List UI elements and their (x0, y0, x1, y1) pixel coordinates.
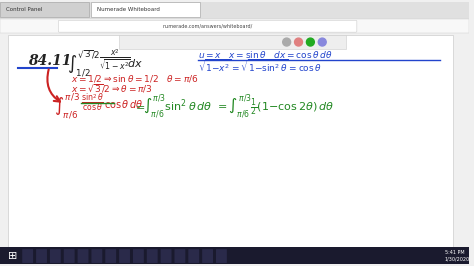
FancyBboxPatch shape (50, 249, 61, 263)
FancyBboxPatch shape (216, 249, 227, 263)
FancyBboxPatch shape (78, 249, 89, 263)
Circle shape (283, 38, 291, 46)
Text: $\int_{1/2}^{\sqrt{3}/2}$: $\int_{1/2}^{\sqrt{3}/2}$ (67, 48, 100, 78)
FancyBboxPatch shape (105, 249, 116, 263)
Text: $\int_{\pi/6}^{\pi/3}\sin^2\theta\,d\theta$: $\int_{\pi/6}^{\pi/3}\sin^2\theta\,d\the… (143, 92, 213, 121)
FancyBboxPatch shape (188, 249, 199, 263)
Text: Control Panel: Control Panel (6, 7, 42, 12)
Text: 84.11: 84.11 (27, 54, 71, 68)
Text: $x{=}\sqrt{3}/2 \Rightarrow \theta{=}\pi/3$: $x{=}\sqrt{3}/2 \Rightarrow \theta{=}\pi… (71, 82, 153, 95)
FancyBboxPatch shape (22, 249, 33, 263)
Text: $\int_{\pi/6}^{\pi/3}$: $\int_{\pi/6}^{\pi/3}$ (55, 92, 81, 121)
Text: $x{=}1/2 \Rightarrow \sin\theta{=}1/2 \quad \theta{=}\pi/6$: $x{=}1/2 \Rightarrow \sin\theta{=}1/2 \q… (71, 73, 199, 84)
Text: $\frac{\sin^2\theta}{\cos\theta}$: $\frac{\sin^2\theta}{\cos\theta}$ (81, 93, 104, 114)
Text: numerade.com/answers/whiteboard/: numerade.com/answers/whiteboard/ (163, 24, 253, 29)
FancyBboxPatch shape (0, 247, 468, 264)
Text: 1/30/2020: 1/30/2020 (445, 256, 470, 261)
Text: $u{=}x \quad x{=}\sin\theta \quad dx{=}\cos\theta\,d\theta$: $u{=}x \quad x{=}\sin\theta \quad dx{=}\… (198, 49, 332, 60)
Text: $=$: $=$ (134, 101, 146, 111)
FancyBboxPatch shape (0, 2, 89, 17)
FancyBboxPatch shape (0, 2, 468, 25)
FancyBboxPatch shape (0, 19, 468, 33)
Circle shape (318, 38, 326, 46)
Text: $\sqrt{1{-}x^2} = \sqrt{1{-}\sin^2\theta} = \cos\theta$: $\sqrt{1{-}x^2} = \sqrt{1{-}\sin^2\theta… (198, 58, 322, 76)
FancyBboxPatch shape (58, 20, 357, 32)
FancyBboxPatch shape (133, 249, 144, 263)
Text: $=\int_{\pi/6}^{\pi/3}\frac{1}{2}(1{-}\cos 2\theta)\,d\theta$: $=\int_{\pi/6}^{\pi/3}\frac{1}{2}(1{-}\c… (216, 92, 334, 121)
FancyBboxPatch shape (174, 249, 185, 263)
Text: Numerade Whiteboard: Numerade Whiteboard (97, 7, 160, 12)
Text: $\cos\theta\,d\theta$: $\cos\theta\,d\theta$ (104, 98, 143, 110)
Circle shape (306, 38, 314, 46)
FancyBboxPatch shape (118, 35, 346, 49)
Circle shape (294, 38, 302, 46)
Text: 5:41 PM: 5:41 PM (445, 250, 465, 255)
FancyBboxPatch shape (8, 35, 453, 247)
FancyBboxPatch shape (147, 249, 158, 263)
FancyBboxPatch shape (91, 2, 200, 17)
FancyBboxPatch shape (161, 249, 172, 263)
FancyBboxPatch shape (119, 249, 130, 263)
FancyBboxPatch shape (202, 249, 213, 263)
FancyBboxPatch shape (36, 249, 47, 263)
Text: $\frac{x^2}{\sqrt{1-x^2}}$: $\frac{x^2}{\sqrt{1-x^2}}$ (99, 47, 131, 72)
Text: $dx$: $dx$ (127, 57, 142, 69)
FancyBboxPatch shape (91, 249, 102, 263)
Text: ⊞: ⊞ (8, 251, 17, 261)
FancyBboxPatch shape (64, 249, 74, 263)
